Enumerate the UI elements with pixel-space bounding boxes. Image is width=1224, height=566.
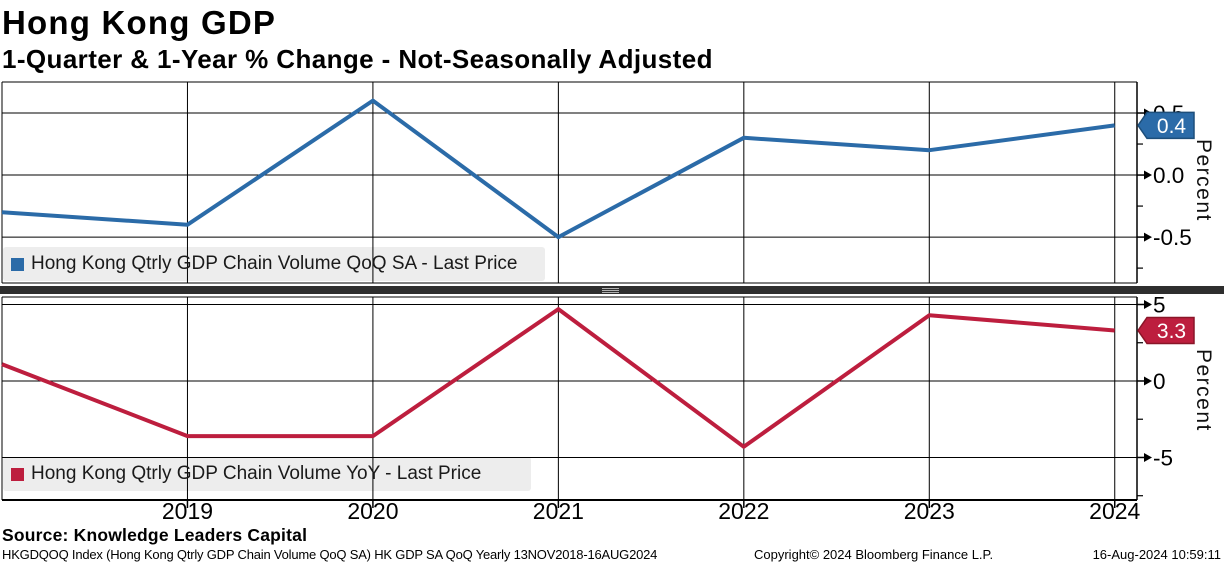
divider-grip-icon (602, 290, 619, 291)
ticker-description: HKGDQOQ Index (Hong Kong Qtrly GDP Chain… (2, 547, 658, 562)
x-tick-label: 2023 (904, 498, 955, 524)
timestamp: 16-Aug-2024 10:59:11 (1092, 547, 1221, 562)
qoq-last-price-badge (1137, 111, 1195, 140)
qoq-series-line (1, 98, 1115, 240)
qoq-legend-label: Hong Kong Qtrly GDP Chain Volume QoQ SA … (31, 253, 518, 274)
source-line: Source: Knowledge Leaders Capital (2, 525, 308, 545)
divider-grip-icon (602, 292, 619, 293)
y-tick-arrow-icon (1144, 376, 1152, 386)
x-tick-label: 2019 (162, 498, 213, 524)
page-title: Hong Kong GDP (2, 4, 277, 41)
yoy-last-price-value: 3.3 (1157, 320, 1186, 343)
y-tick-label: 0 (1153, 369, 1166, 394)
copyright-notice: Copyright© 2024 Bloomberg Finance L.P. (754, 547, 994, 562)
legend-item-yoy: Hong Kong Qtrly GDP Chain Volume YoY - L… (3, 457, 481, 491)
panel-divider[interactable] (0, 286, 1224, 294)
legend-box-yoy (3, 457, 531, 491)
qoq-legend-swatch-icon (11, 257, 24, 271)
x-tick-label: 2024 (1089, 498, 1140, 524)
x-tick-label: 2021 (533, 498, 584, 524)
yoy-legend-label: Hong Kong Qtrly GDP Chain Volume YoY - L… (31, 463, 482, 484)
y-tick-arrow-icon (1144, 170, 1152, 180)
top-y-axis-title: Percent (1192, 139, 1215, 222)
y-tick-arrow-icon (1144, 108, 1152, 118)
x-tick-label: 2022 (718, 498, 769, 524)
y-tick-arrow-icon (1144, 452, 1152, 462)
chart-subtitle: 1-Quarter & 1-Year % Change - Not-Season… (2, 44, 713, 74)
yoy-legend-swatch-icon (11, 467, 24, 481)
y-tick-label: 0.5 (1153, 101, 1184, 126)
yoy-series-line (1, 307, 1115, 449)
y-tick-arrow-icon (1144, 232, 1152, 242)
y-tick-label: 5 (1153, 293, 1166, 318)
divider-grip-icon (602, 288, 619, 289)
x-tick-label: 2020 (347, 498, 398, 524)
y-tick-arrow-icon (1144, 299, 1152, 309)
y-tick-label: -0.5 (1153, 225, 1192, 250)
legend-box-qoq (3, 247, 545, 281)
yoy-last-price-badge (1137, 316, 1195, 345)
qoq-last-price-value: 0.4 (1157, 115, 1187, 138)
y-tick-label: 0.0 (1153, 163, 1184, 188)
legend-item-qoq: Hong Kong Qtrly GDP Chain Volume QoQ SA … (3, 247, 518, 281)
y-tick-label: -5 (1153, 446, 1173, 471)
bottom-y-axis-title: Percent (1192, 349, 1215, 432)
